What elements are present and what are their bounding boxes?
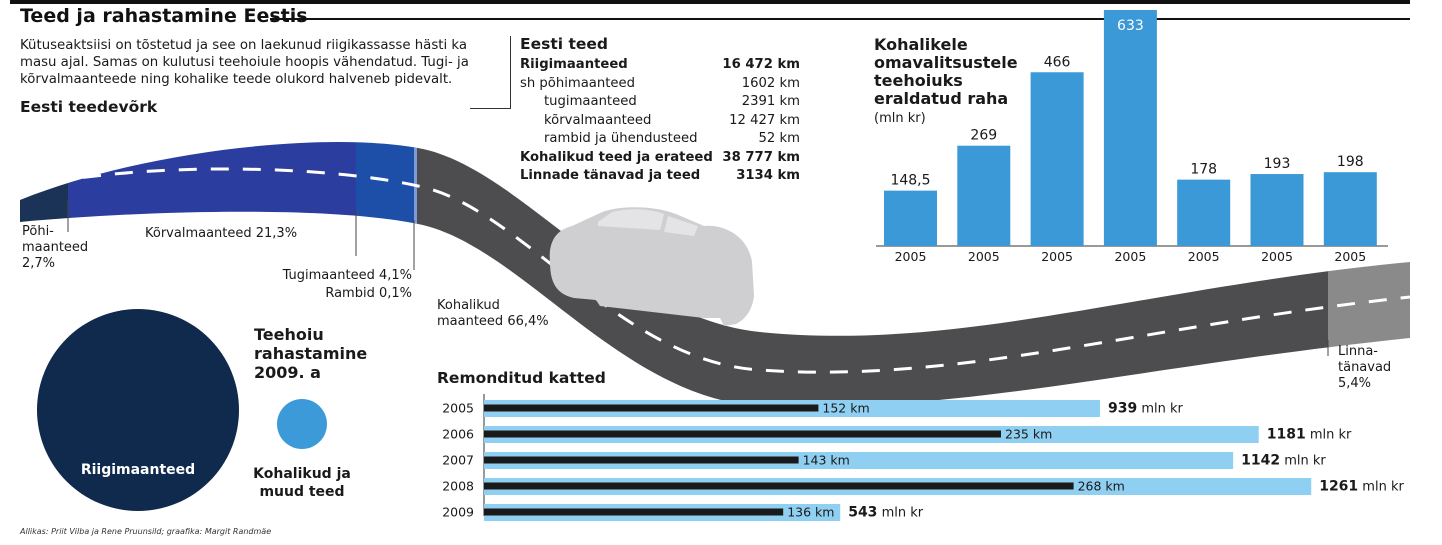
road-length-value: 52 km <box>758 131 800 146</box>
funding-tick-label: 2005 <box>895 249 927 264</box>
funding-data-label: 178 <box>1190 162 1217 178</box>
repair-km-bar <box>484 482 1074 490</box>
funding-circles <box>37 309 327 511</box>
road-length-value: 12 427 km <box>729 112 800 128</box>
repair-km-bar <box>484 508 784 516</box>
circle-riigimaanteed <box>37 309 239 511</box>
funding-chart-title: Kohalikele omavalitsustele teehoiuks erald… <box>874 35 1018 108</box>
funding-title: Teehoiu rahastamine 2009. a <box>254 325 368 382</box>
funding-bar-chart: 148,5 2005 269 2005 466 2005 633 2005 178 2005 193… <box>876 10 1388 264</box>
label-korvalmaanteed: Kõrvalmaanteed 21,3% <box>145 226 298 241</box>
funding-tick-label: 2005 <box>968 249 1000 264</box>
connector-line <box>510 36 511 109</box>
road-length-value: 38 777 km <box>722 149 800 165</box>
funding-data-label: 148,5 <box>890 173 930 189</box>
funding-bar <box>1030 72 1084 247</box>
repair-km-label: 143 km <box>803 453 850 468</box>
roads-table-row: Riigimaanteed 16 472 km <box>520 57 800 75</box>
roads-table-title: Eesti teed <box>520 35 608 53</box>
road-length-value: 2391 km <box>741 94 800 109</box>
repair-km-label: 136 km <box>787 505 834 520</box>
funding-data-label: 193 <box>1264 156 1291 172</box>
label-kohalikud-maanteed: Kohalikud maanteed 66,4% <box>437 298 549 329</box>
roads-table-row: kõrvalmaanteed 12 427 km <box>520 113 800 131</box>
repair-km-bar <box>484 456 799 464</box>
road-type-name: rambid ja ühendusteed <box>544 131 698 146</box>
roads-table-row: rambid ja ühendusteed 52 km <box>520 131 800 149</box>
connector-line <box>470 108 510 109</box>
network-title: Eesti teedevõrk <box>20 98 158 116</box>
big-circle-label: Riigimaanteed <box>80 462 196 478</box>
funding-bar <box>884 190 937 246</box>
repair-year-label: 2007 <box>442 453 474 468</box>
circle-kohalikud <box>277 399 327 449</box>
funding-tick-label: 2005 <box>1188 249 1220 264</box>
small-circle-label: Kohalikud ja muud teed <box>253 466 351 500</box>
funding-chart-unit: (mln kr) <box>874 111 926 126</box>
road-type-name: Riigimaanteed <box>520 57 628 72</box>
repair-money-bar <box>484 452 1234 469</box>
road-length-value: 3134 km <box>736 168 800 183</box>
car-icon <box>549 207 754 326</box>
title-rule <box>270 18 1410 20</box>
road-type-name: kõrvalmaanteed <box>544 112 652 128</box>
label-pohimaanteed: Põhi-maanteed 2,7% <box>22 224 89 271</box>
funding-bar <box>1177 179 1231 246</box>
repair-money-label: 1261 mln kr <box>1319 479 1404 495</box>
roads-table-row: tugimaanteed 2391 km <box>520 94 800 112</box>
source-note: Allikas: Priit Vilba ja Rene Pruunsild; … <box>20 527 272 536</box>
funding-data-label: 633 <box>1117 18 1144 34</box>
repair-km-bar <box>484 404 819 412</box>
repair-money-label: 939 mln kr <box>1108 401 1184 417</box>
funding-bar <box>1323 172 1377 246</box>
repair-km-label: 268 km <box>1078 479 1125 494</box>
roads-table-row: sh põhimaanteed 1602 km <box>520 76 800 94</box>
repair-money-label: 1181 mln kr <box>1267 427 1352 443</box>
repair-year-label: 2008 <box>442 479 474 494</box>
repair-chart-title: Remonditud katted <box>437 369 606 387</box>
funding-tick-label: 2005 <box>1041 249 1073 264</box>
road-type-name: Kohalikud teed ja erateed <box>520 149 713 165</box>
funding-data-label: 198 <box>1337 154 1364 170</box>
repair-km-label: 152 km <box>822 401 869 416</box>
repair-year-label: 2005 <box>442 401 474 416</box>
roads-table-row: Linnade tänavad ja teed 3134 km <box>520 168 800 186</box>
repair-bar-chart: 2005 152 km 939 mln kr 2006 235 km 1181 mln k… <box>442 394 1404 521</box>
funding-bar <box>957 145 1011 246</box>
road-type-name: tugimaanteed <box>544 94 637 109</box>
intro-text: Kütuseaktsiisi on tõstetud ja see on lae… <box>20 38 469 87</box>
road-length-value: 1602 km <box>741 75 800 91</box>
funding-tick-label: 2005 <box>1334 249 1366 264</box>
repair-money-label: 1142 mln kr <box>1241 453 1326 469</box>
roads-table-row: Kohalikud teed ja erateed 38 777 km <box>520 150 800 168</box>
road-length-value: 16 472 km <box>722 57 800 72</box>
repair-km-bar <box>484 430 1001 438</box>
road-type-name: Linnade tänavad ja teed <box>520 168 701 183</box>
label-rambid: Rambid 0,1% <box>325 286 412 301</box>
repair-year-label: 2009 <box>442 505 474 520</box>
road-type-name: sh põhimaanteed <box>520 75 636 91</box>
funding-tick-label: 2005 <box>1114 249 1146 264</box>
label-tugimaanteed: Tugimaanteed 4,1% <box>282 268 412 283</box>
repair-km-label: 235 km <box>1005 427 1052 442</box>
page-title: Teed ja rahastamine Eestis <box>20 5 308 27</box>
funding-data-label: 466 <box>1044 54 1071 70</box>
repair-money-label: 543 mln kr <box>848 505 924 521</box>
funding-bar <box>1250 174 1304 246</box>
funding-bar <box>1103 10 1157 246</box>
label-linnatanavad: Linna-tänavad 5,4% <box>1338 344 1392 391</box>
repair-year-label: 2006 <box>442 427 474 442</box>
funding-tick-label: 2005 <box>1261 249 1293 264</box>
top-rule <box>10 0 1410 4</box>
road-centerline <box>19 167 1411 374</box>
funding-data-label: 269 <box>970 128 997 144</box>
